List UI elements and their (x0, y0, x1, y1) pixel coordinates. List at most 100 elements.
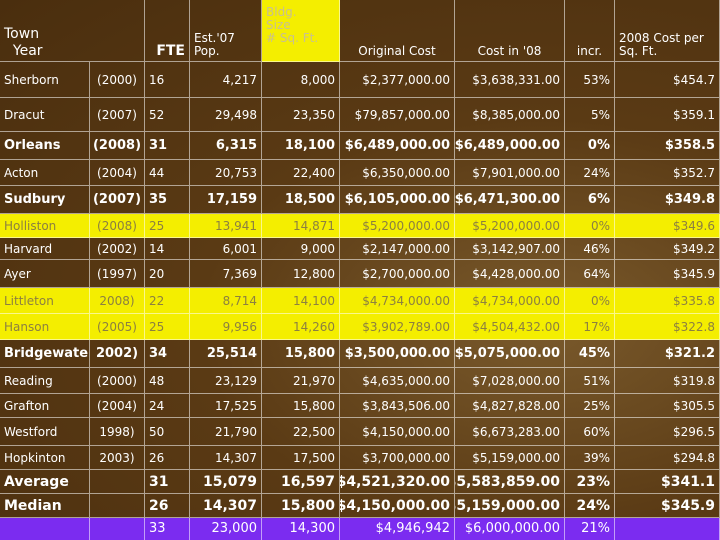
table-cell: 13,941 (190, 214, 262, 238)
table-cell: $4,734,000.00 (455, 288, 565, 314)
table-cell: $4,504,432.00 (455, 314, 565, 340)
table-cell: Hopkinton (0, 446, 90, 470)
table-cell: $4,827,828.00 (455, 394, 565, 418)
table-cell: 25 (145, 314, 190, 340)
table-cell: $5,159,000.00 (455, 494, 565, 518)
table-cell (90, 518, 145, 540)
table-cell: 15,079 (190, 470, 262, 494)
table-cell: $5,159,000.00 (455, 446, 565, 470)
table-cell: 23,350 (262, 98, 340, 132)
table-cell: Sudbury (0, 186, 90, 214)
table-cell: $6,000,000.00 (455, 518, 565, 540)
header-cell: Original Cost (340, 0, 455, 62)
table-cell: 25 (145, 214, 190, 238)
table-cell: (2008) (90, 214, 145, 238)
table-cell: 2003) (90, 446, 145, 470)
table-cell: $321.2 (615, 340, 720, 368)
table-cell: (2004) (90, 160, 145, 186)
table-cell: Harvard (0, 238, 90, 260)
table-cell: 46% (565, 238, 615, 260)
table-cell: $2,700,000.00 (340, 260, 455, 288)
table-cell: 60% (565, 418, 615, 446)
table-cell: $5,200,000.00 (455, 214, 565, 238)
table-cell: $358.5 (615, 132, 720, 160)
table-cell: 2002) (90, 340, 145, 368)
table-cell: 29,498 (190, 98, 262, 132)
table-cell: $319.8 (615, 368, 720, 394)
header-cell: incr. (565, 0, 615, 62)
header-cell: FTE (145, 0, 190, 62)
table-cell: 15,800 (262, 394, 340, 418)
table-cell: $5,200,000.00 (340, 214, 455, 238)
table-cell: Westford (0, 418, 90, 446)
table-cell: (2005) (90, 314, 145, 340)
table-cell: 18,100 (262, 132, 340, 160)
table-cell: $349.8 (615, 186, 720, 214)
table-cell: 6,001 (190, 238, 262, 260)
table-cell: 5% (565, 98, 615, 132)
table-cell: (1997) (90, 260, 145, 288)
table-cell: 22 (145, 288, 190, 314)
table-cell: 23,129 (190, 368, 262, 394)
table-cell: Orleans (0, 132, 90, 160)
table-cell: Hanson (0, 314, 90, 340)
table-cell: (2007) (90, 98, 145, 132)
table-cell: $8,385,000.00 (455, 98, 565, 132)
table-cell: 31 (145, 470, 190, 494)
table-cell: $296.5 (615, 418, 720, 446)
table-cell: Average (0, 470, 90, 494)
table-cell: 21,790 (190, 418, 262, 446)
table-cell: 50 (145, 418, 190, 446)
table-cell: $341.1 (615, 470, 720, 494)
table-cell: 16 (145, 62, 190, 98)
table-cell: (2000) (90, 368, 145, 394)
table-cell: $4,635,000.00 (340, 368, 455, 394)
table-cell: $3,843,506.00 (340, 394, 455, 418)
header-cell: 2008 Cost per Sq. Ft. (615, 0, 720, 62)
table-cell: 2008) (90, 288, 145, 314)
table-cell: 14,100 (262, 288, 340, 314)
table-cell: $454.7 (615, 62, 720, 98)
header-cell: Cost in '08 (455, 0, 565, 62)
table-cell: 48 (145, 368, 190, 394)
table-cell: $5,583,859.00 (455, 470, 565, 494)
table-cell: 15,800 (262, 340, 340, 368)
table-cell: 21,970 (262, 368, 340, 394)
table-cell (615, 518, 720, 540)
table-cell: $4,521,320.00 (340, 470, 455, 494)
table-cell: (2004) (90, 394, 145, 418)
table-cell: 45% (565, 340, 615, 368)
table-cell: 39% (565, 446, 615, 470)
table-cell: $6,673,283.00 (455, 418, 565, 446)
table-cell: 53% (565, 62, 615, 98)
table-cell: $4,734,000.00 (340, 288, 455, 314)
table-cell: 24% (565, 494, 615, 518)
table-cell: 6,315 (190, 132, 262, 160)
table-cell: $335.8 (615, 288, 720, 314)
table-cell: 0% (565, 214, 615, 238)
table-cell: $359.1 (615, 98, 720, 132)
table-cell (90, 470, 145, 494)
table-cell: $6,489,000.00 (455, 132, 565, 160)
table-cell: 64% (565, 260, 615, 288)
table-cell: Reading (0, 368, 90, 394)
table-cell: Bridgewater (0, 340, 90, 368)
table-cell: $3,902,789.00 (340, 314, 455, 340)
table-cell: $4,150,000.00 (340, 494, 455, 518)
table-cell: 14,307 (190, 446, 262, 470)
table-cell: $4,150,000.00 (340, 418, 455, 446)
header-cell: Est.'07 Pop. (190, 0, 262, 62)
table-cell: 8,000 (262, 62, 340, 98)
table-cell: 0% (565, 288, 615, 314)
table-cell: 6% (565, 186, 615, 214)
table-cell: $6,105,000.00 (340, 186, 455, 214)
table-cell: 7,369 (190, 260, 262, 288)
table-cell: Dracut (0, 98, 90, 132)
table-cell: $305.5 (615, 394, 720, 418)
table-cell: 44 (145, 160, 190, 186)
table-cell: $349.2 (615, 238, 720, 260)
table-cell: 31 (145, 132, 190, 160)
table-cell: $4,946,942 (340, 518, 455, 540)
table-cell: 35 (145, 186, 190, 214)
table-cell: $4,428,000.00 (455, 260, 565, 288)
